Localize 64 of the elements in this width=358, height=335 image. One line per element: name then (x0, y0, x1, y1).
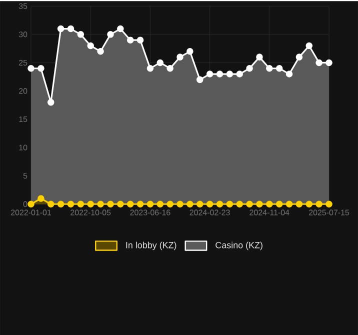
point (186, 200, 194, 208)
point (286, 200, 293, 208)
point (97, 48, 104, 55)
point (166, 200, 174, 208)
point (246, 64, 253, 72)
point (117, 200, 124, 208)
point (176, 54, 184, 60)
point (306, 42, 313, 50)
point (266, 200, 273, 208)
point (87, 42, 94, 50)
point (316, 200, 322, 208)
point (28, 200, 34, 208)
point (87, 200, 94, 208)
point (216, 200, 224, 208)
point (107, 30, 114, 38)
point (107, 200, 114, 208)
point (146, 64, 154, 72)
point (256, 54, 263, 60)
point (276, 200, 283, 208)
point (38, 64, 44, 72)
point (77, 30, 84, 38)
point (156, 200, 164, 208)
point (57, 200, 64, 208)
point (38, 195, 44, 202)
point (226, 70, 234, 78)
point (216, 70, 224, 78)
point (176, 200, 184, 208)
point (286, 70, 293, 78)
point (326, 59, 332, 66)
point (256, 200, 263, 208)
point (57, 25, 64, 32)
point (196, 76, 204, 84)
point (196, 200, 204, 208)
point (136, 36, 144, 44)
point (67, 200, 74, 208)
point (47, 98, 54, 106)
point (236, 200, 243, 208)
point (316, 59, 322, 66)
point (126, 36, 134, 44)
point (136, 200, 144, 208)
point (306, 200, 313, 208)
point (126, 200, 134, 208)
point (326, 200, 332, 208)
point (296, 54, 303, 60)
point (206, 200, 214, 208)
point (117, 25, 124, 32)
point (156, 59, 164, 66)
point (246, 200, 253, 208)
point (97, 200, 104, 208)
point (226, 200, 234, 208)
point (206, 70, 214, 78)
point (47, 200, 54, 208)
legend-label: In lobby (KZ) (126, 242, 176, 250)
point (166, 64, 174, 72)
point (146, 200, 154, 208)
point (77, 200, 84, 208)
point (266, 64, 273, 72)
point (276, 64, 283, 72)
point (67, 25, 74, 32)
point (186, 48, 194, 55)
legend-label: Casino (KZ) (216, 242, 262, 250)
point (296, 200, 303, 208)
point (236, 70, 243, 78)
point (28, 64, 34, 72)
